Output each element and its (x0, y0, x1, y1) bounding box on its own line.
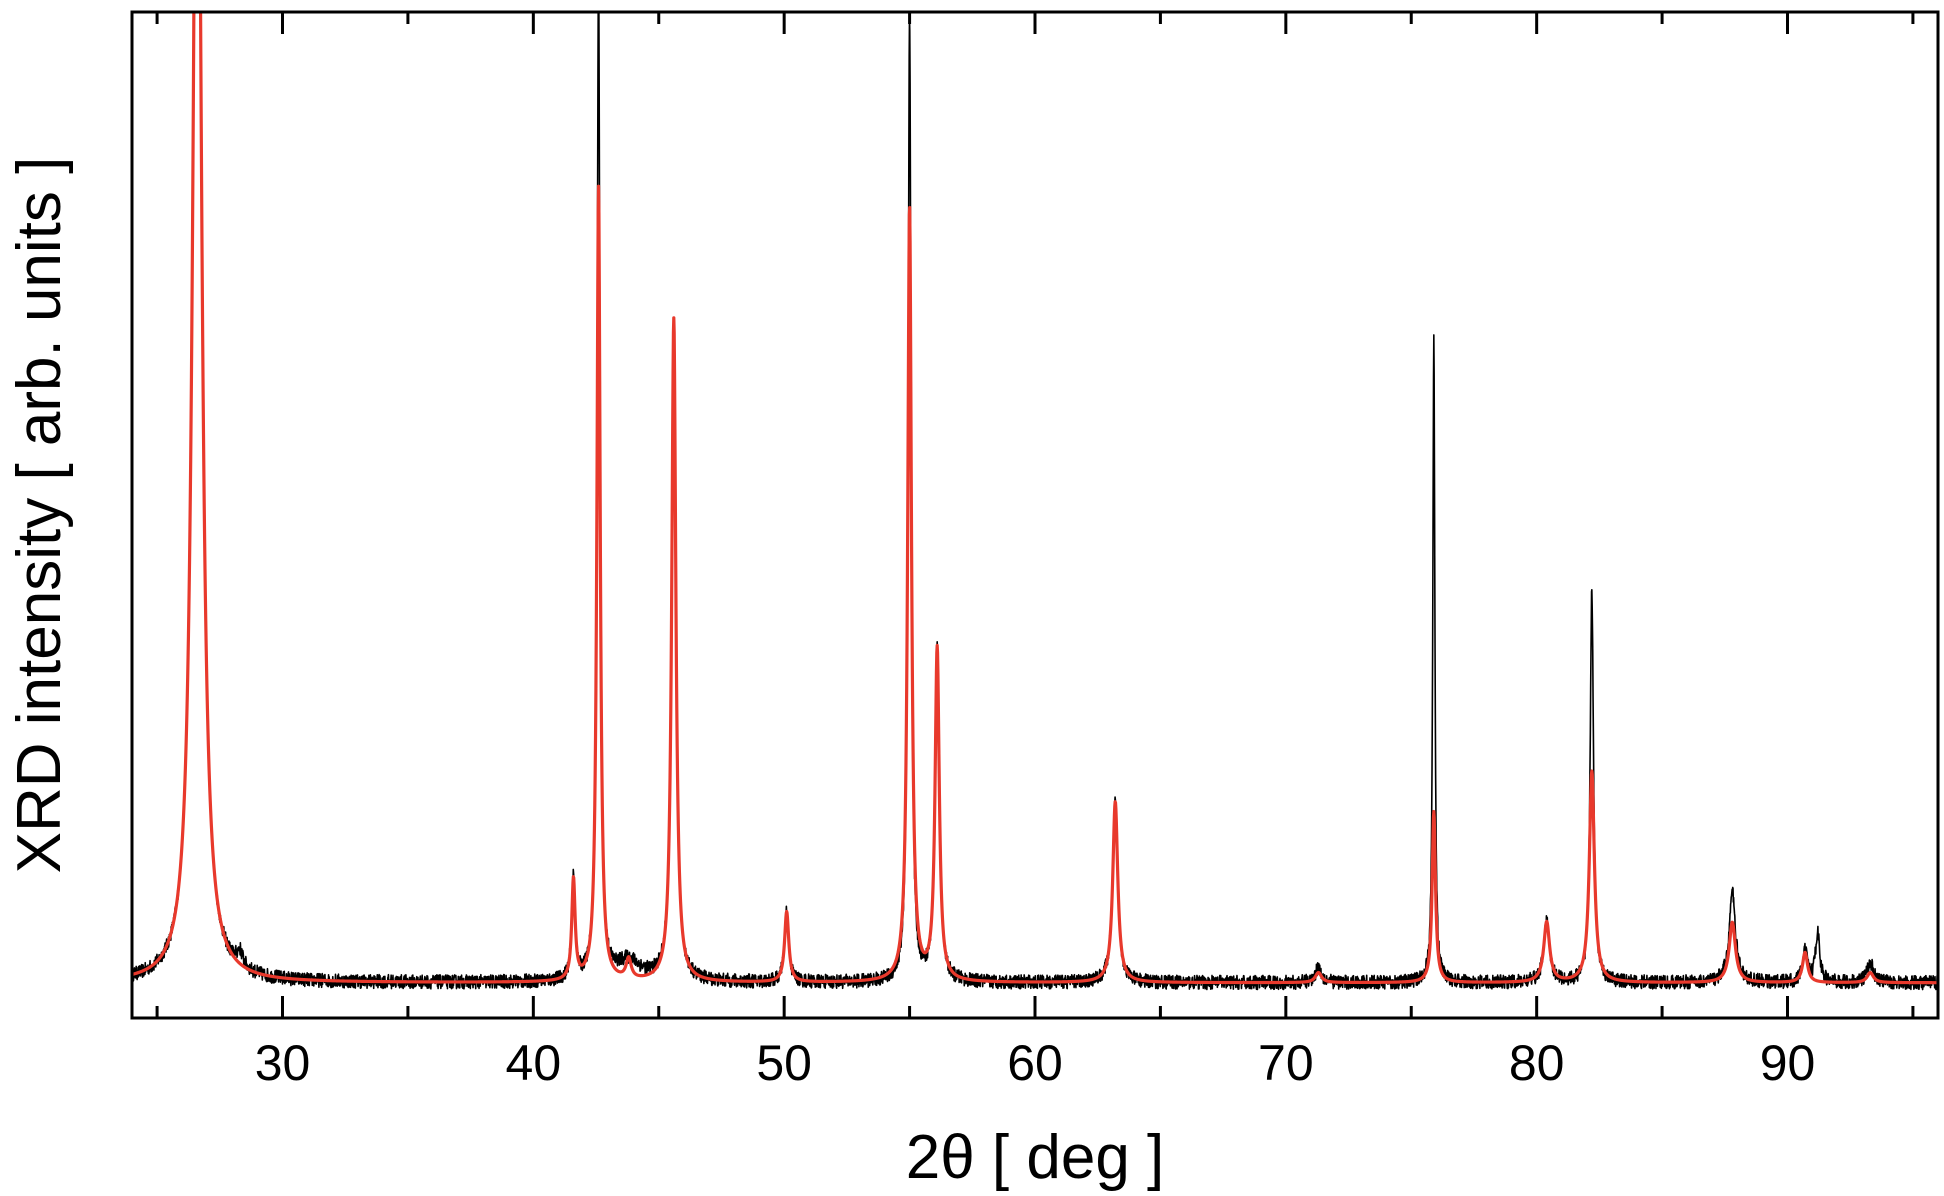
y-axis-title: XRD intensity [ arb. units ] (5, 157, 74, 874)
x-tick-label-30: 30 (255, 1035, 311, 1091)
series-layer (132, 12, 1938, 991)
x-tick-label-70: 70 (1258, 1035, 1314, 1091)
tick-layer: 30 40 50 60 70 80 90 (155, 12, 1915, 1091)
x-axis-title: 2θ [ deg ] (906, 1123, 1165, 1192)
x-tick-label-60: 60 (1007, 1035, 1063, 1091)
plot-frame (130, 10, 1940, 1020)
series-line-1 (132, 12, 1938, 991)
x-tick-label-80: 80 (1509, 1035, 1565, 1091)
x-tick-label-40: 40 (506, 1035, 562, 1091)
series-line-2 (132, 12, 1938, 985)
x-tick-label-90: 90 (1760, 1035, 1816, 1091)
x-tick-label-50: 50 (756, 1035, 812, 1091)
